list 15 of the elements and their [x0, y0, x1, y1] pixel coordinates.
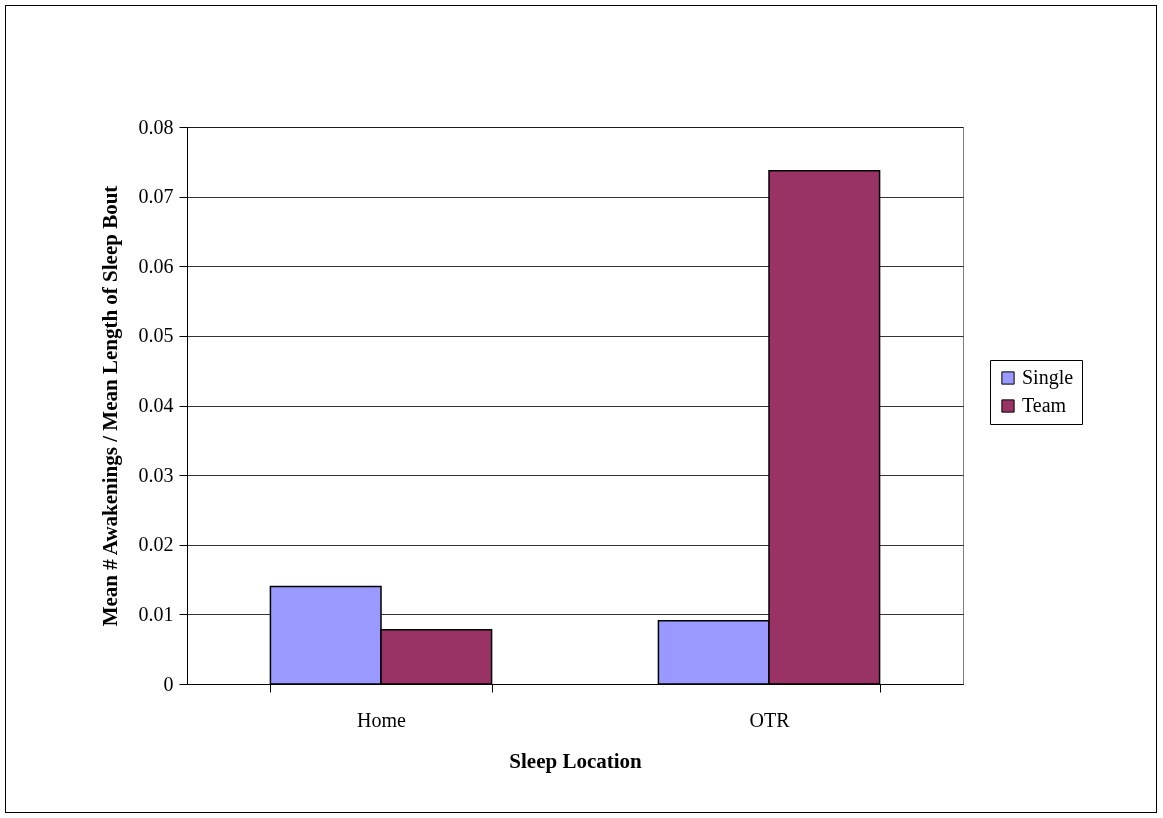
legend-label: Single: [1022, 366, 1074, 389]
x-tick-label: Home: [357, 708, 407, 731]
y-tick-label: 0.02: [138, 533, 174, 556]
y-tick-label: 0.06: [138, 254, 174, 277]
y-tick-label: 0.05: [138, 324, 174, 347]
y-tick-label: 0.01: [138, 602, 174, 625]
x-tick-label: OTR: [749, 708, 791, 731]
legend-label: Team: [1022, 394, 1067, 416]
y-axis-title: Mean # Awakenings / Mean Length of Sleep Bout: [97, 185, 122, 627]
y-tick-label: 0: [163, 672, 174, 695]
y-tick-label: 0.04: [138, 394, 174, 416]
y-tick-label: 0.08: [138, 115, 174, 138]
y-tick-label: 0.07: [138, 185, 174, 208]
x-axis-title: Sleep Location: [509, 748, 643, 773]
y-tick-label: 0.03: [138, 463, 174, 486]
